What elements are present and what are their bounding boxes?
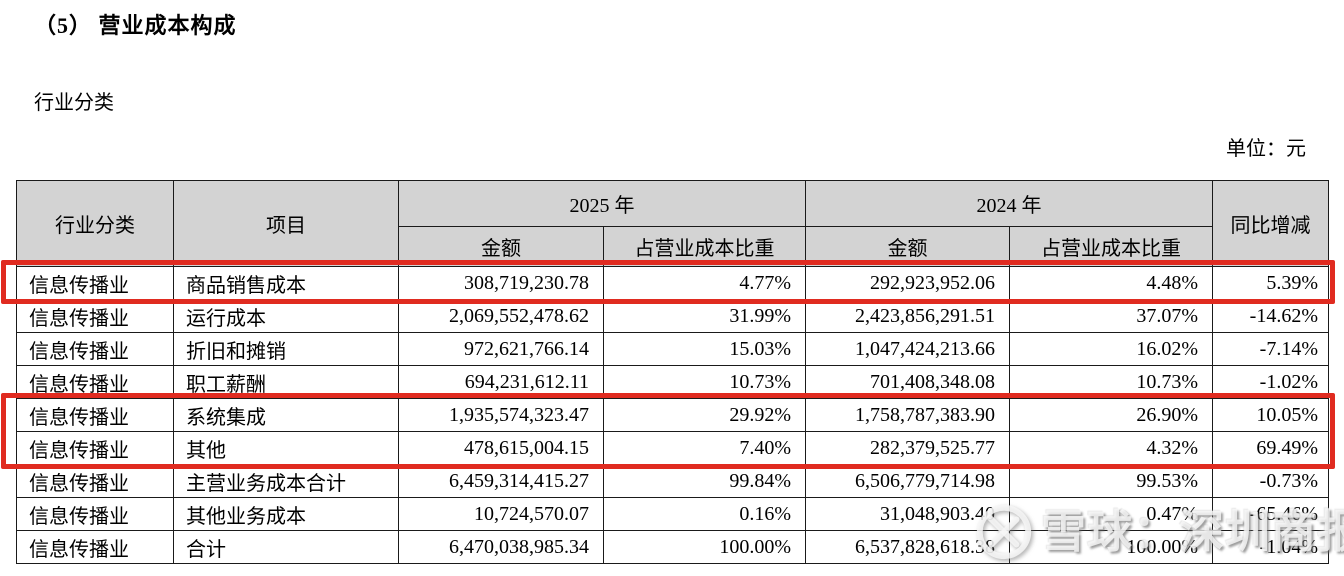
- cell-ratio-2024: 99.53%: [1009, 464, 1213, 498]
- cell-industry: 信息传播业: [16, 398, 174, 432]
- cell-amount-2024: 292,923,952.06: [805, 266, 1010, 300]
- cell-amount-2024: 6,537,828,618.38: [805, 530, 1010, 564]
- cell-yoy: -1.04%: [1212, 530, 1329, 564]
- cell-industry: 信息传播业: [16, 266, 174, 300]
- header-yoy: 同比增减: [1212, 180, 1329, 267]
- cell-amount-2024: 1,047,424,213.66: [805, 332, 1010, 366]
- cell-item: 主营业务成本合计: [173, 464, 399, 498]
- cell-amount-2024: 2,423,856,291.51: [805, 299, 1010, 333]
- cell-ratio-2025: 7.40%: [603, 431, 806, 465]
- cell-ratio-2025: 4.77%: [603, 266, 806, 300]
- cell-item: 商品销售成本: [173, 266, 399, 300]
- cell-amount-2024: 6,506,779,714.98: [805, 464, 1010, 498]
- page-title: （5） 营业成本构成: [34, 13, 237, 38]
- header-year-2025: 2025 年: [398, 180, 806, 227]
- cell-ratio-2024: 4.32%: [1009, 431, 1213, 465]
- cell-ratio-2025: 10.73%: [603, 365, 806, 399]
- cell-item: 合计: [173, 530, 399, 564]
- cell-ratio-2025: 15.03%: [603, 332, 806, 366]
- cell-yoy: -0.73%: [1212, 464, 1329, 498]
- table-row: 信息传播业 主营业务成本合计 6,459,314,415.27 99.84% 6…: [16, 464, 1329, 498]
- cell-industry: 信息传播业: [16, 332, 174, 366]
- cell-ratio-2024: 100.00%: [1009, 530, 1213, 564]
- table-row: 信息传播业 其他 478,615,004.15 7.40% 282,379,52…: [16, 431, 1329, 465]
- cell-ratio-2024: 10.73%: [1009, 365, 1213, 399]
- cell-ratio-2025: 29.92%: [603, 398, 806, 432]
- cell-ratio-2025: 0.16%: [603, 497, 806, 531]
- cell-ratio-2024: 16.02%: [1009, 332, 1213, 366]
- header-ratio-2025: 占营业成本比重: [603, 226, 806, 267]
- cell-amount-2025: 6,470,038,985.34: [398, 530, 604, 564]
- cell-yoy: 69.49%: [1212, 431, 1329, 465]
- header-item: 项目: [173, 180, 399, 267]
- cell-amount-2024: 282,379,525.77: [805, 431, 1010, 465]
- cell-ratio-2024: 37.07%: [1009, 299, 1213, 333]
- table-row: 信息传播业 系统集成 1,935,574,323.47 29.92% 1,758…: [16, 398, 1329, 432]
- header-row-years: 行业分类 项目 2025 年 2024 年 同比增减: [16, 180, 1329, 267]
- cell-industry: 信息传播业: [16, 464, 174, 498]
- table-row: 信息传播业 职工薪酬 694,231,612.11 10.73% 701,408…: [16, 365, 1329, 399]
- cell-yoy: 5.39%: [1212, 266, 1329, 300]
- cell-yoy: 10.05%: [1212, 398, 1329, 432]
- cell-item: 运行成本: [173, 299, 399, 333]
- table-row: 信息传播业 合计 6,470,038,985.34 100.00% 6,537,…: [16, 530, 1329, 564]
- cell-yoy: -65.46%: [1212, 497, 1329, 531]
- cell-industry: 信息传播业: [16, 530, 174, 564]
- table-row: 信息传播业 商品销售成本 308,719,230.78 4.77% 292,92…: [16, 266, 1329, 300]
- table-row: 信息传播业 折旧和摊销 972,621,766.14 15.03% 1,047,…: [16, 332, 1329, 366]
- header-ratio-2024: 占营业成本比重: [1009, 226, 1213, 267]
- cell-item: 其他业务成本: [173, 497, 399, 531]
- cell-yoy: -14.62%: [1212, 299, 1329, 333]
- operating-cost-table: 行业分类 项目 2025 年 2024 年 同比增减 金额 占营业成本比重 金额…: [16, 180, 1329, 564]
- cell-ratio-2025: 100.00%: [603, 530, 806, 564]
- cell-amount-2024: 1,758,787,383.90: [805, 398, 1010, 432]
- cell-amount-2025: 10,724,570.07: [398, 497, 604, 531]
- header-year-2024: 2024 年: [805, 180, 1213, 227]
- cell-yoy: -7.14%: [1212, 332, 1329, 366]
- header-amount-2025: 金额: [398, 226, 604, 267]
- cell-item: 系统集成: [173, 398, 399, 432]
- cell-ratio-2025: 99.84%: [603, 464, 806, 498]
- cell-industry: 信息传播业: [16, 299, 174, 333]
- cell-ratio-2024: 26.90%: [1009, 398, 1213, 432]
- cell-amount-2025: 972,621,766.14: [398, 332, 604, 366]
- cell-item: 折旧和摊销: [173, 332, 399, 366]
- unit-label: 单位：元: [1226, 138, 1306, 160]
- cell-amount-2024: 701,408,348.08: [805, 365, 1010, 399]
- header-industry: 行业分类: [16, 180, 174, 267]
- cell-industry: 信息传播业: [16, 497, 174, 531]
- cell-amount-2025: 308,719,230.78: [398, 266, 604, 300]
- cell-amount-2024: 31,048,903.40: [805, 497, 1010, 531]
- table-row: 信息传播业 运行成本 2,069,552,478.62 31.99% 2,423…: [16, 299, 1329, 333]
- cell-yoy: -1.02%: [1212, 365, 1329, 399]
- header-amount-2024: 金额: [805, 226, 1010, 267]
- cell-industry: 信息传播业: [16, 365, 174, 399]
- cell-amount-2025: 478,615,004.15: [398, 431, 604, 465]
- cell-ratio-2024: 4.48%: [1009, 266, 1213, 300]
- cell-ratio-2025: 31.99%: [603, 299, 806, 333]
- cell-item: 其他: [173, 431, 399, 465]
- cell-amount-2025: 2,069,552,478.62: [398, 299, 604, 333]
- cell-industry: 信息传播业: [16, 431, 174, 465]
- cell-ratio-2024: 0.47%: [1009, 497, 1213, 531]
- section-label: 行业分类: [34, 92, 114, 114]
- cell-amount-2025: 694,231,612.11: [398, 365, 604, 399]
- cell-amount-2025: 6,459,314,415.27: [398, 464, 604, 498]
- cell-amount-2025: 1,935,574,323.47: [398, 398, 604, 432]
- table-row: 信息传播业 其他业务成本 10,724,570.07 0.16% 31,048,…: [16, 497, 1329, 531]
- cell-item: 职工薪酬: [173, 365, 399, 399]
